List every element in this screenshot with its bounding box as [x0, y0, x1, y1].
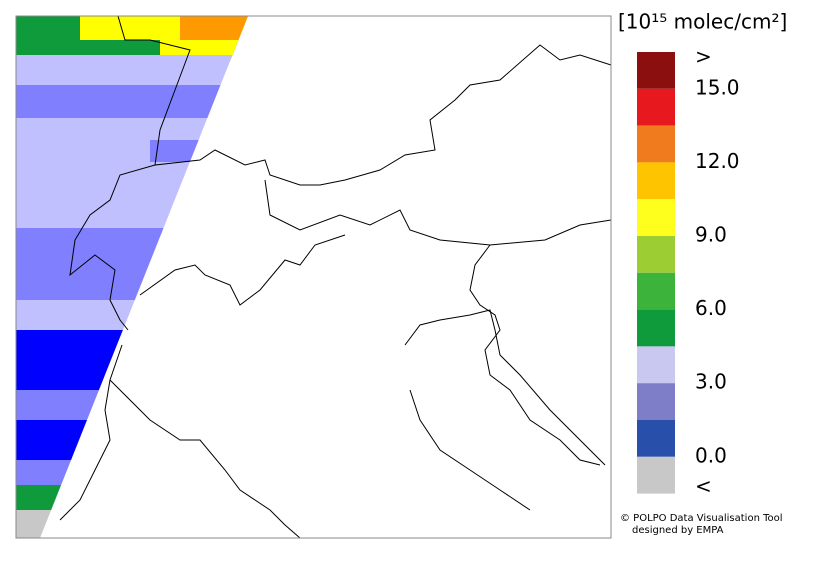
legend-swatch — [637, 456, 675, 494]
legend-label: 6.0 — [695, 296, 727, 320]
legend-title: [10¹⁵ molec/cm²] — [618, 10, 787, 34]
legend-label: 0.0 — [695, 443, 727, 467]
legend-swatch — [637, 272, 675, 310]
legend-swatch — [637, 162, 675, 200]
satellite-swath — [16, 16, 248, 538]
legend-label: 15.0 — [695, 75, 740, 99]
credit: © POLPO Data Visualisation Tool — [620, 513, 783, 524]
color-legend: >15.0 12.0 9.0 6.0 3.0 0.0 < — [637, 45, 740, 498]
legend-label: 9.0 — [695, 223, 727, 247]
legend-label: 3.0 — [695, 370, 727, 394]
legend-swatch — [637, 420, 675, 457]
credit: designed by EMPA — [632, 525, 724, 536]
map-frame — [15, 15, 612, 539]
legend-swatch — [637, 52, 675, 89]
legend-swatch — [637, 346, 675, 384]
legend-swatch — [637, 236, 675, 273]
legend-swatch — [637, 125, 675, 163]
legend-swatch — [637, 199, 675, 236]
legend-swatch — [637, 309, 675, 347]
legend-swatch — [637, 88, 675, 126]
legend-label: 12.0 — [695, 149, 740, 173]
legend-label: > — [695, 45, 712, 69]
borders — [59, 15, 612, 539]
legend-swatch — [637, 383, 675, 420]
legend-label: < — [695, 474, 712, 498]
